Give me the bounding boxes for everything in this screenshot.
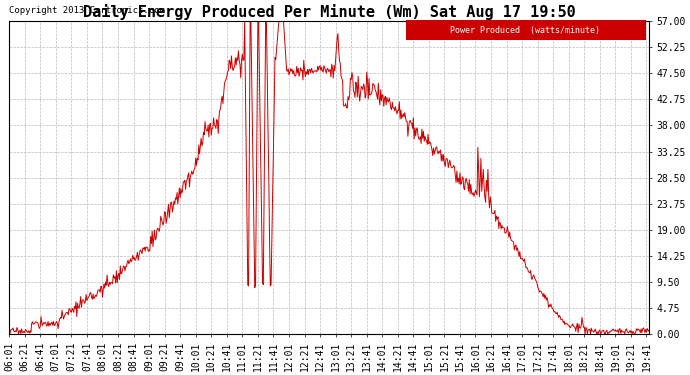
- FancyBboxPatch shape: [406, 20, 646, 40]
- Text: Copyright 2013 Cartronics.com: Copyright 2013 Cartronics.com: [9, 6, 165, 15]
- Title: Daily Energy Produced Per Minute (Wm) Sat Aug 17 19:50: Daily Energy Produced Per Minute (Wm) Sa…: [83, 4, 575, 20]
- Text: Power Produced  (watts/minute): Power Produced (watts/minute): [451, 26, 600, 34]
